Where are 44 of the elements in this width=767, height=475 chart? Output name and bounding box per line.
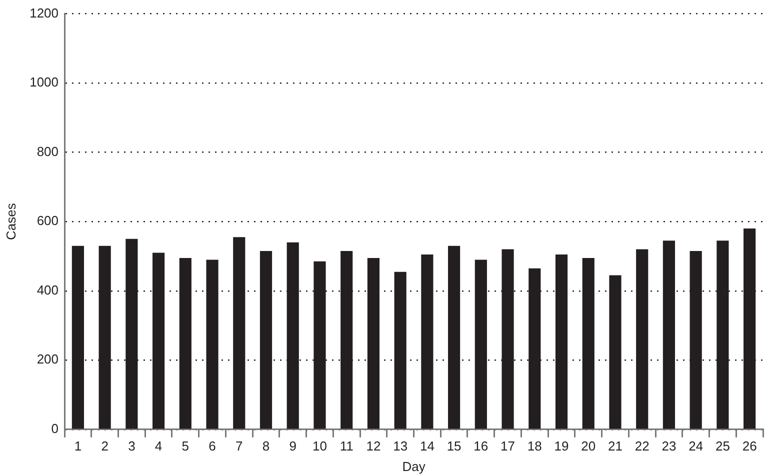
x-tick-label: 8 (262, 438, 270, 454)
bar (636, 249, 648, 429)
x-tick-label: 14 (420, 438, 434, 454)
x-tick-label: 10 (312, 438, 327, 454)
bar (179, 258, 192, 429)
x-tick-label: 21 (608, 438, 622, 454)
x-tick-label: 19 (554, 438, 569, 454)
y-tick-label: 1200 (30, 5, 59, 20)
x-tick-label: 3 (128, 438, 136, 454)
x-tick-label: 11 (340, 438, 354, 454)
y-axis-title: Cases (3, 202, 18, 240)
bar (394, 272, 406, 429)
x-tick-label: 23 (662, 438, 676, 454)
x-tick-label: 18 (527, 438, 542, 454)
y-tick-label: 1000 (30, 74, 59, 90)
bar (421, 254, 434, 429)
x-tick-label: 16 (474, 438, 488, 454)
x-tick-label: 25 (715, 438, 730, 454)
x-tick-label: 12 (366, 438, 381, 454)
bar (582, 258, 594, 429)
x-tick-label: 24 (688, 438, 704, 454)
bar (233, 237, 246, 429)
y-tick-label: 600 (36, 213, 59, 228)
y-tick-label: 200 (36, 352, 59, 367)
y-tick-label: 400 (36, 282, 59, 298)
x-tick-label: 22 (634, 438, 650, 454)
bar (206, 260, 218, 429)
x-tick-label: 17 (500, 438, 516, 454)
bar (448, 246, 460, 429)
x-tick-label: 7 (236, 438, 243, 454)
bar (609, 275, 622, 429)
x-tick-label: 5 (182, 438, 190, 454)
x-tick-label: 9 (289, 438, 296, 454)
x-tick-label: 15 (446, 438, 462, 454)
x-tick-label: 13 (393, 438, 408, 454)
x-tick-label: 26 (742, 438, 757, 454)
x-tick-label: 2 (101, 438, 108, 454)
x-tick-label: 6 (208, 438, 216, 454)
x-tick-label: 4 (154, 438, 162, 454)
x-tick-label: 20 (581, 438, 596, 454)
y-tick-label: 800 (36, 144, 59, 159)
x-axis-title: Day (402, 458, 426, 474)
x-tick-label: 1 (74, 438, 82, 454)
y-tick-label: 0 (51, 420, 59, 436)
